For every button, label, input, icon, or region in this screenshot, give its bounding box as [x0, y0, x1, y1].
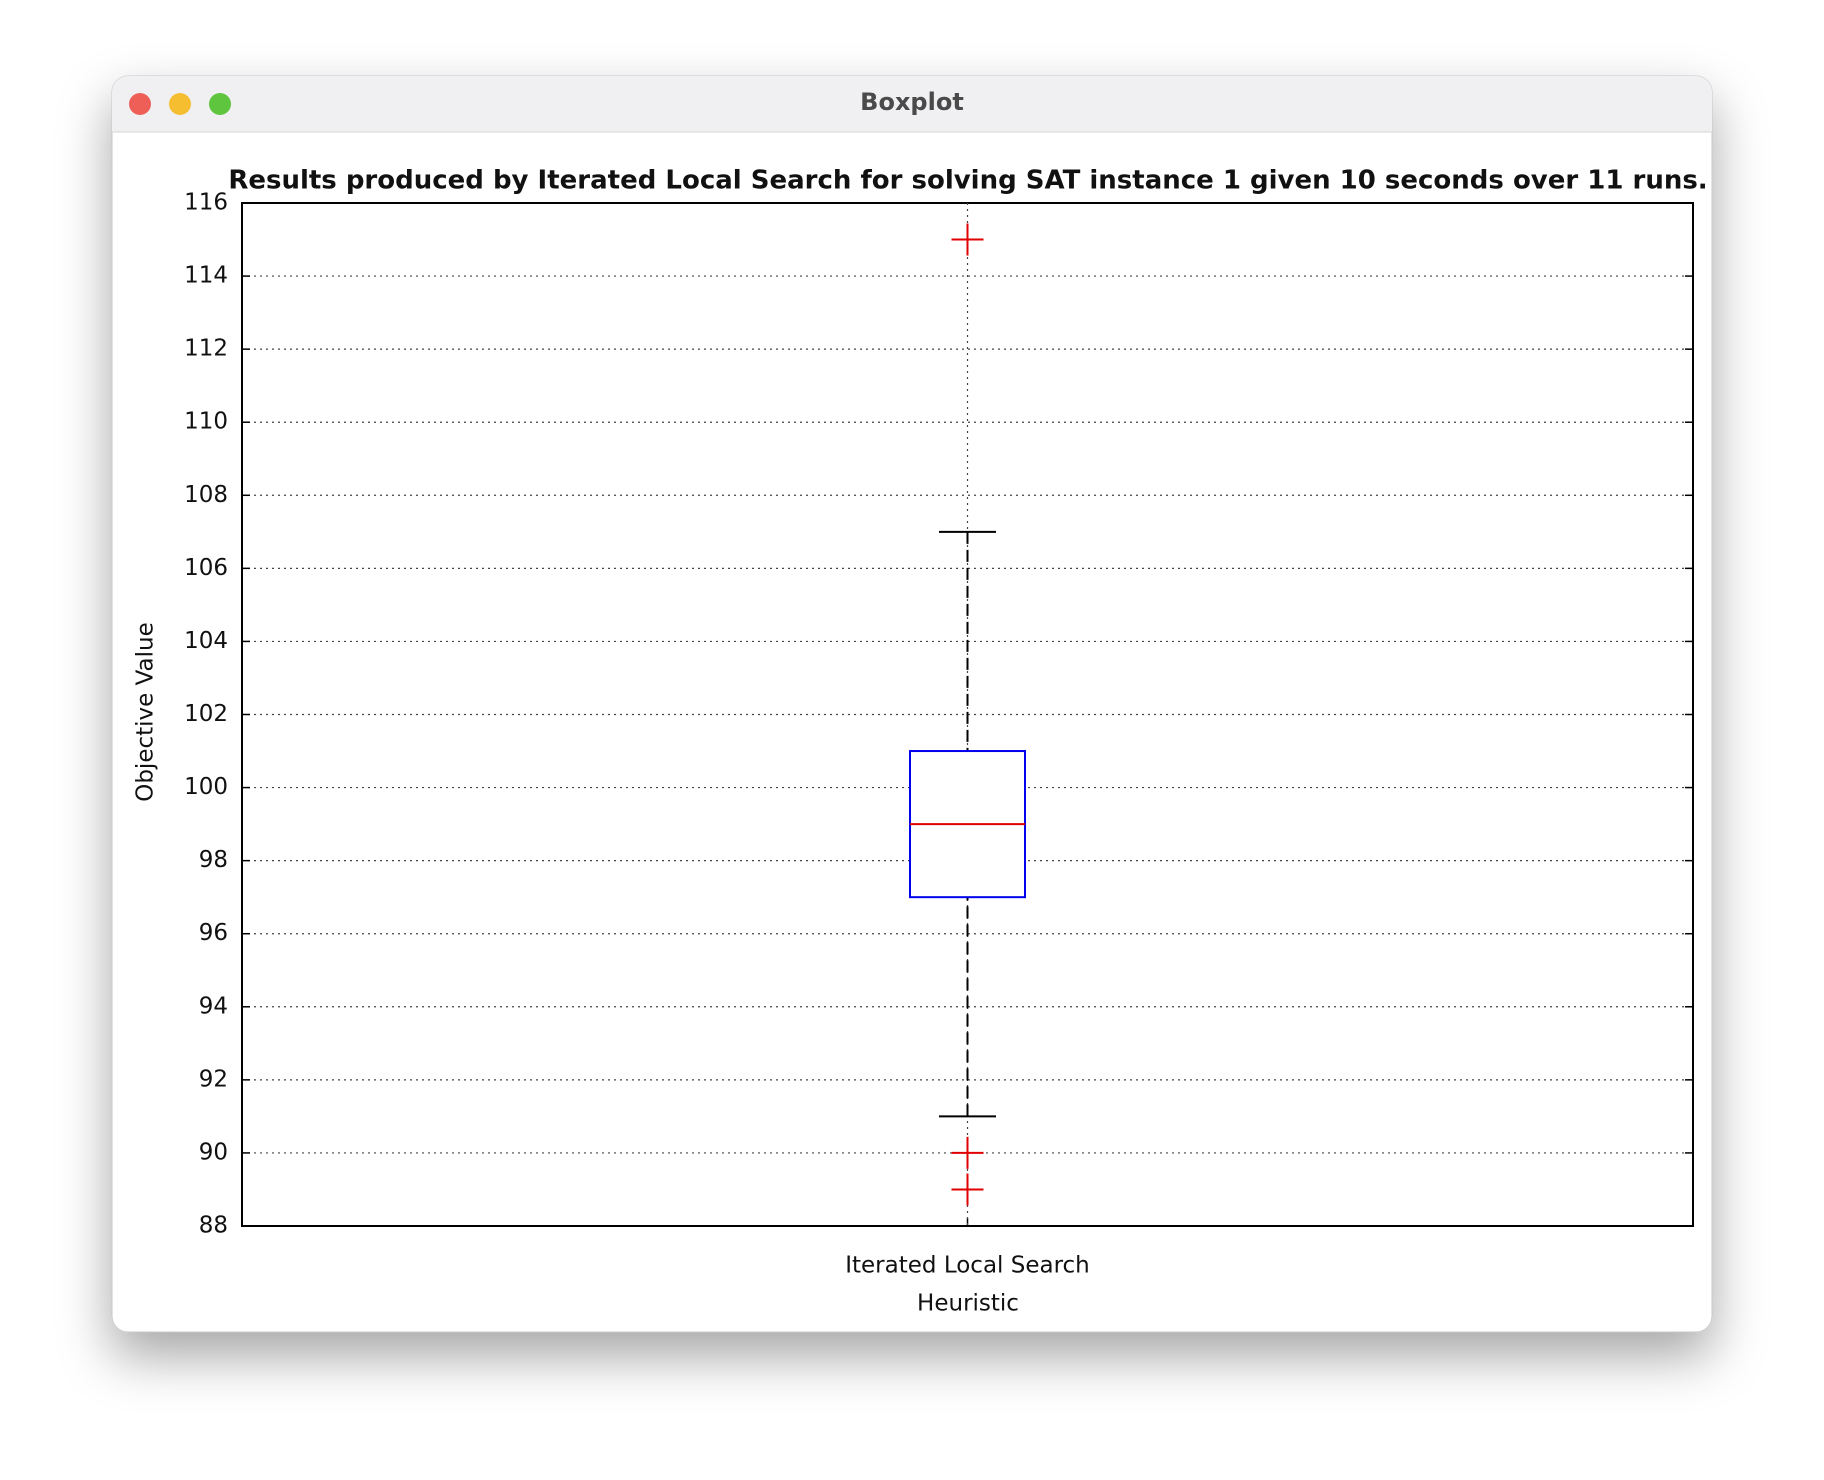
outlier — [951, 1136, 984, 1169]
outlier — [951, 223, 984, 256]
y-tick-label: 90 — [199, 1139, 228, 1165]
y-tick-label: 96 — [199, 920, 228, 946]
y-tick-label: 92 — [199, 1066, 228, 1092]
title-bar — [112, 76, 1712, 132]
y-tick-label: 102 — [184, 701, 228, 727]
y-tick-label: 114 — [184, 263, 228, 289]
outlier — [951, 1173, 984, 1206]
y-tick-label: 100 — [184, 774, 228, 800]
chart-title: Results produced by Iterated Local Searc… — [228, 166, 1707, 196]
y-axis-label: Objective Value — [133, 622, 159, 802]
y-tick-label: 94 — [199, 993, 228, 1019]
y-tick-label: 98 — [199, 847, 228, 873]
window-title: Boxplot — [860, 88, 964, 116]
y-tick-label: 116 — [184, 190, 228, 216]
close-button[interactable] — [129, 93, 151, 115]
y-tick-label: 112 — [184, 336, 228, 362]
y-tick-label: 104 — [184, 628, 228, 654]
minimize-button[interactable] — [169, 93, 191, 115]
x-tick-label: Iterated Local Search — [845, 1253, 1090, 1279]
y-tick-label: 106 — [184, 555, 228, 581]
zoom-button[interactable] — [209, 93, 231, 115]
x-axis-label: Heuristic — [917, 1291, 1019, 1317]
y-tick-label: 110 — [184, 409, 228, 435]
window — [111, 75, 1713, 1333]
y-tick-label: 88 — [199, 1213, 228, 1239]
y-tick-label: 108 — [184, 482, 228, 508]
plot: 88 90 92 94 96 98 100 102 104 106 108 110 112 114 116 I… — [184, 190, 1694, 1279]
